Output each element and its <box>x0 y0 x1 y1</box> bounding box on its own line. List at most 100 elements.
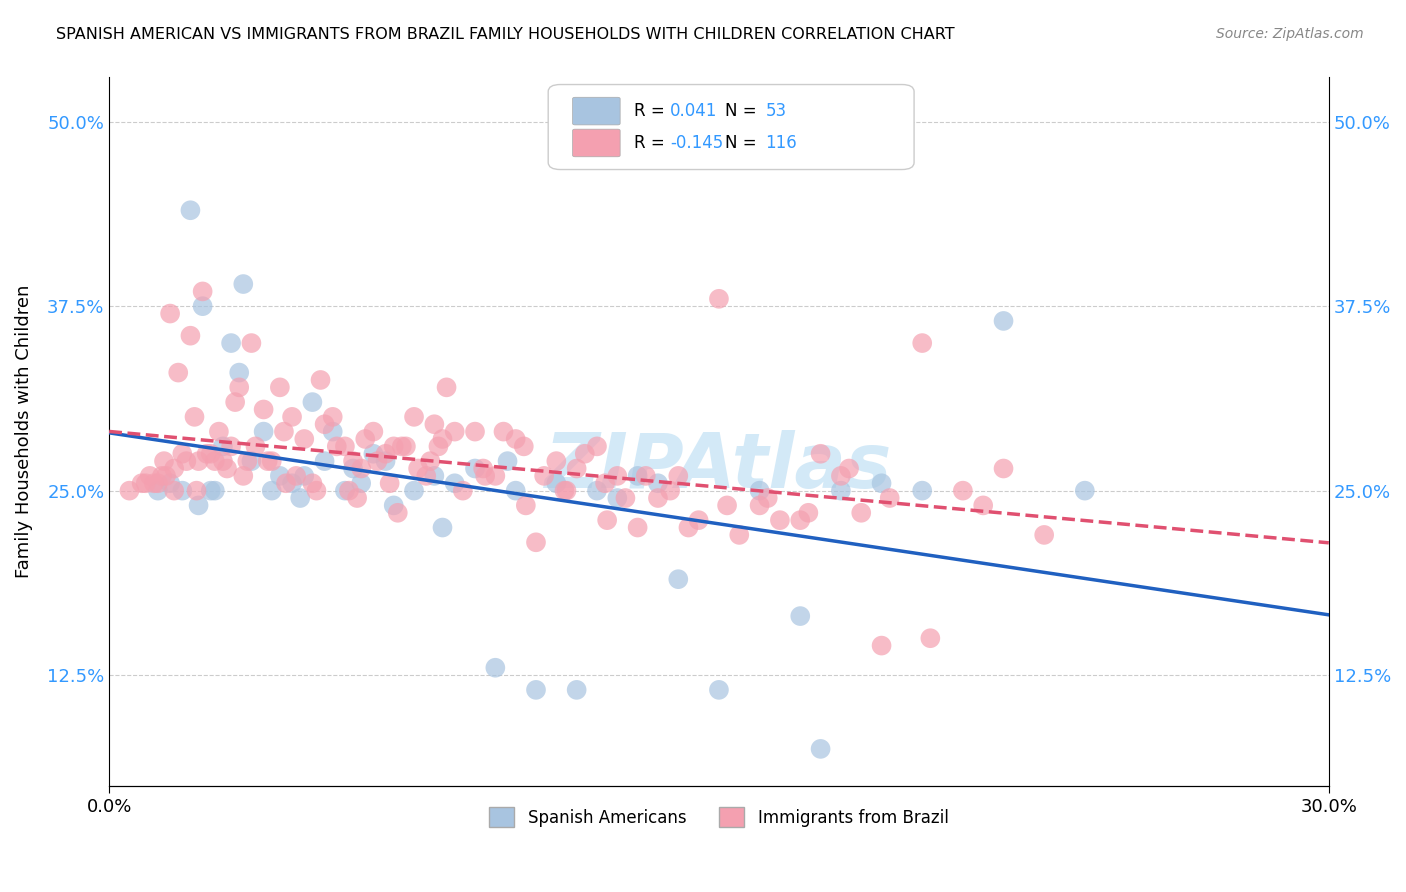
Point <box>204 483 226 498</box>
Text: 53: 53 <box>765 103 786 120</box>
Point <box>647 476 669 491</box>
Point <box>179 203 201 218</box>
Point <box>354 432 377 446</box>
Point <box>204 454 226 468</box>
Point <box>870 476 893 491</box>
Text: 0.041: 0.041 <box>671 103 717 120</box>
Text: ZIPAtlas: ZIPAtlas <box>546 430 893 504</box>
Point <box>232 277 254 291</box>
Point <box>1074 483 1097 498</box>
Point <box>159 307 181 321</box>
Point <box>172 447 194 461</box>
Point <box>363 425 385 439</box>
Text: SPANISH AMERICAN VS IMMIGRANTS FROM BRAZIL FAMILY HOUSEHOLDS WITH CHILDREN CORRE: SPANISH AMERICAN VS IMMIGRANTS FROM BRAZ… <box>56 27 955 42</box>
Point <box>496 454 519 468</box>
Point <box>707 682 730 697</box>
Point <box>546 454 568 468</box>
Point <box>707 292 730 306</box>
Point <box>565 682 588 697</box>
Point <box>382 439 405 453</box>
Point <box>659 483 682 498</box>
Point <box>219 439 242 453</box>
Point <box>350 461 373 475</box>
Point <box>688 513 710 527</box>
Point <box>292 469 315 483</box>
Point <box>513 439 536 453</box>
Point <box>484 661 506 675</box>
Point <box>402 409 425 424</box>
Point <box>200 447 222 461</box>
Point <box>614 491 637 505</box>
Point <box>195 447 218 461</box>
Point <box>748 499 770 513</box>
Point <box>191 285 214 299</box>
Point <box>212 454 235 468</box>
Point <box>256 454 278 468</box>
Point <box>142 476 165 491</box>
Point <box>245 439 267 453</box>
Point <box>252 425 274 439</box>
Legend: Spanish Americans, Immigrants from Brazil: Spanish Americans, Immigrants from Brazi… <box>482 800 955 834</box>
Point <box>292 432 315 446</box>
Point <box>200 483 222 498</box>
Point <box>492 425 515 439</box>
Point <box>215 461 238 475</box>
Point <box>337 483 360 498</box>
Point <box>533 469 555 483</box>
Point <box>748 483 770 498</box>
Point <box>153 454 176 468</box>
Point <box>131 476 153 491</box>
Point <box>219 336 242 351</box>
Point <box>228 380 250 394</box>
Point <box>301 476 323 491</box>
Point <box>159 476 181 491</box>
Point <box>281 476 304 491</box>
Point <box>163 461 186 475</box>
Point <box>314 454 336 468</box>
Point <box>346 491 368 505</box>
Point <box>374 447 396 461</box>
Point <box>830 483 852 498</box>
Point <box>1033 528 1056 542</box>
Point <box>252 402 274 417</box>
Point <box>993 461 1015 475</box>
Point <box>212 439 235 453</box>
Y-axis label: Family Households with Children: Family Households with Children <box>15 285 32 578</box>
Point <box>395 439 418 453</box>
Point <box>415 469 437 483</box>
Point <box>333 439 356 453</box>
Point <box>333 483 356 498</box>
Point <box>167 366 190 380</box>
Point <box>472 461 495 475</box>
Text: 116: 116 <box>765 135 797 153</box>
Point <box>427 439 450 453</box>
Point <box>363 447 385 461</box>
Point <box>952 483 974 498</box>
Point <box>366 454 388 468</box>
Point <box>240 336 263 351</box>
Point <box>797 506 820 520</box>
Point <box>402 483 425 498</box>
FancyBboxPatch shape <box>548 85 914 169</box>
Point <box>309 373 332 387</box>
Point <box>555 483 578 498</box>
Point <box>285 469 308 483</box>
Point <box>186 483 208 498</box>
Point <box>634 469 657 483</box>
Point <box>187 499 209 513</box>
Point <box>972 499 994 513</box>
Point <box>350 476 373 491</box>
Point <box>769 513 792 527</box>
Point <box>378 476 401 491</box>
Point <box>838 461 860 475</box>
Point <box>228 366 250 380</box>
Point <box>273 425 295 439</box>
Text: -0.145: -0.145 <box>671 135 724 153</box>
Point <box>546 476 568 491</box>
Point <box>474 469 496 483</box>
Point <box>789 609 811 624</box>
Point <box>911 483 934 498</box>
Point <box>146 483 169 498</box>
Point <box>647 491 669 505</box>
Point <box>260 483 283 498</box>
